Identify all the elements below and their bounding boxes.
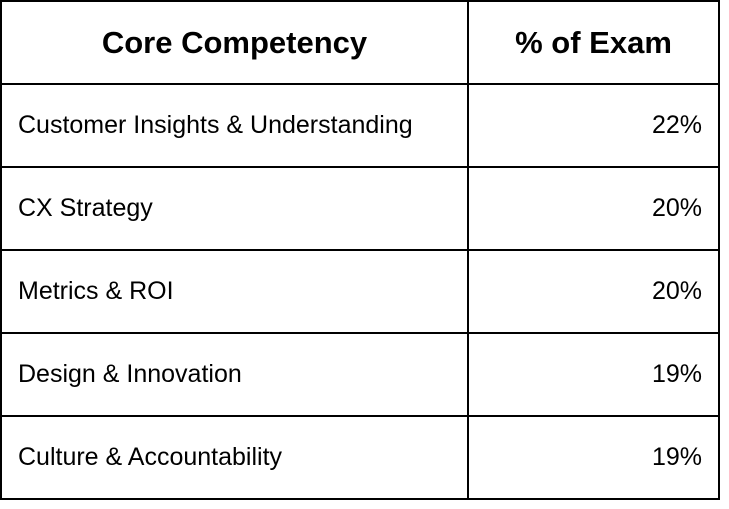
table-row: Design & Innovation 19%: [0, 332, 720, 417]
header-percent-of-exam: % of Exam: [467, 0, 720, 85]
percent-cell: 19%: [467, 332, 720, 417]
table-row: Culture & Accountability 19%: [0, 415, 720, 500]
table-row: CX Strategy 20%: [0, 166, 720, 251]
competency-cell: Design & Innovation: [0, 332, 469, 417]
competency-cell: Metrics & ROI: [0, 249, 469, 334]
percent-cell: 19%: [467, 415, 720, 500]
header-core-competency: Core Competency: [0, 0, 469, 85]
competency-table: Core Competency % of Exam Customer Insig…: [0, 0, 720, 500]
competency-cell: CX Strategy: [0, 166, 469, 251]
competency-cell: Culture & Accountability: [0, 415, 469, 500]
competency-cell: Customer Insights & Understanding: [0, 83, 469, 168]
percent-cell: 22%: [467, 83, 720, 168]
percent-cell: 20%: [467, 166, 720, 251]
table-header-row: Core Competency % of Exam: [0, 0, 720, 85]
percent-cell: 20%: [467, 249, 720, 334]
table-row: Metrics & ROI 20%: [0, 249, 720, 334]
table-row: Customer Insights & Understanding 22%: [0, 83, 720, 168]
